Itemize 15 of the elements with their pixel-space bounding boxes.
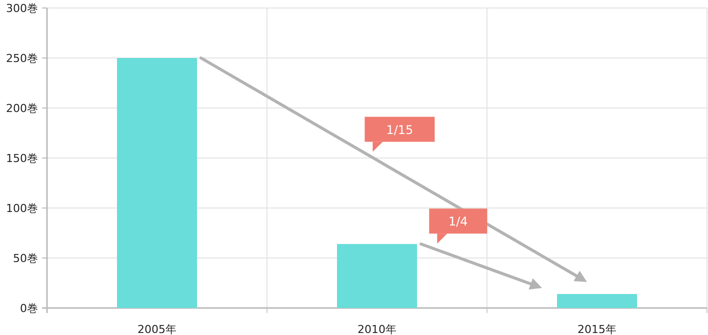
x-tick-label: 2015年 (578, 323, 616, 335)
y-tick-label: 300巻 (6, 2, 38, 15)
y-tick-label: 150巻 (6, 152, 38, 165)
annotation: 1/4 (448, 214, 468, 229)
x-tick-label: 2010年 (358, 323, 396, 335)
bar (337, 244, 417, 308)
y-tick-label: 100巻 (6, 202, 38, 215)
bar (117, 58, 197, 308)
y-tick-label: 50巻 (13, 252, 38, 265)
annotation: 1/15 (386, 122, 414, 137)
x-tick-label: 2005年 (138, 323, 176, 335)
y-tick-label: 250巻 (6, 52, 38, 65)
y-tick-label: 200巻 (6, 102, 38, 115)
bar (557, 294, 637, 308)
y-tick-label: 0巻 (20, 302, 38, 315)
